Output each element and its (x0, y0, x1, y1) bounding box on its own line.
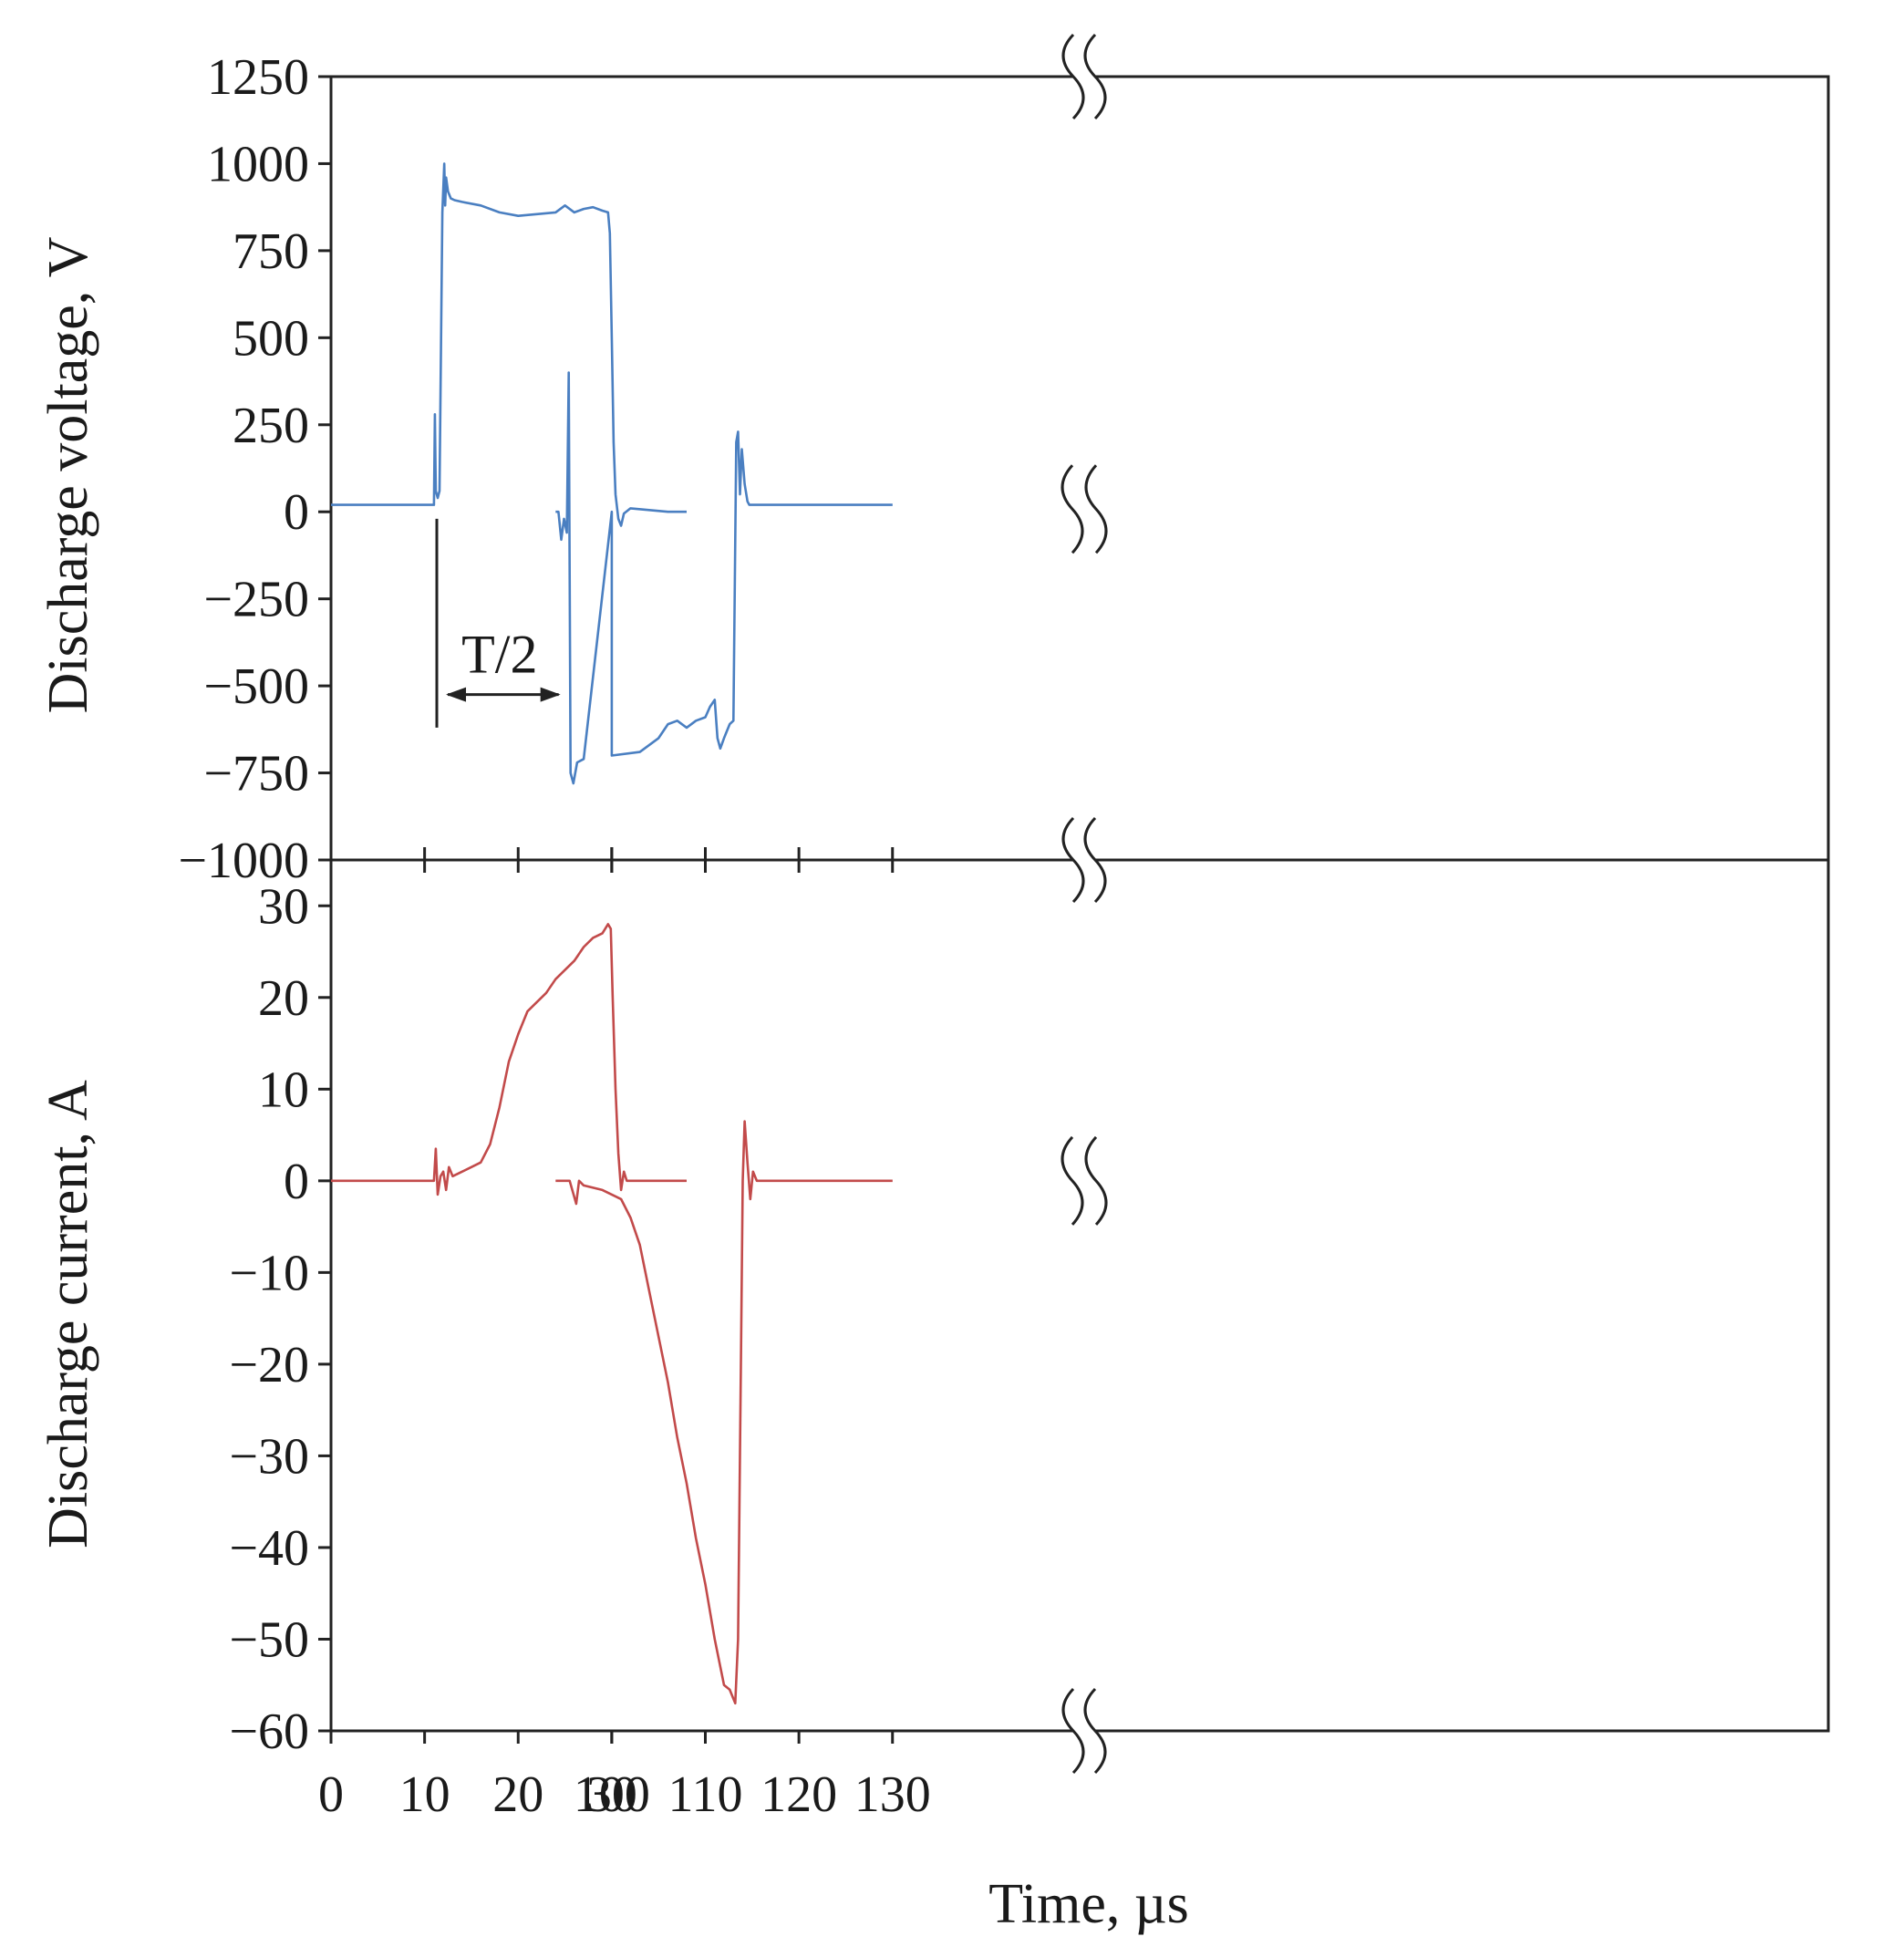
frame-break-icon (1061, 1687, 1107, 1775)
voltage-y-tick-label: 750 (233, 223, 309, 280)
voltage-frame (329, 75, 1830, 862)
voltage-series-right (555, 371, 893, 785)
current-series-right (555, 1120, 893, 1705)
x-tick-label: 100 (574, 1766, 650, 1823)
voltage-y-tick-label: −1000 (178, 833, 309, 889)
x-tick-label: 120 (761, 1766, 837, 1823)
t-half-label: T/2 (461, 625, 537, 685)
current-y-tick-label: 20 (258, 970, 309, 1027)
x-tick-label: 0 (318, 1766, 344, 1823)
t-half-annotation: T/2 (435, 518, 561, 728)
current-series-left (331, 923, 687, 1196)
voltage-series-left (331, 162, 687, 527)
current-y-tick-label: −50 (229, 1611, 309, 1668)
axis-break-marks (1061, 33, 1107, 1775)
current-y-tick-label: −10 (229, 1245, 309, 1301)
voltage-trace-break-icon (1061, 464, 1108, 554)
x-tick-label: 110 (668, 1766, 743, 1823)
voltage-y-tick-label: 1000 (207, 136, 309, 192)
frame-break-icon (1061, 816, 1107, 904)
voltage-axis-title: Discharge voltage, V (37, 236, 99, 713)
current-axis-title: Discharge current, A (37, 1080, 99, 1548)
frame-break-icon (1061, 33, 1107, 120)
x-tick-label: 30 (586, 1766, 637, 1823)
current-frame (329, 858, 1830, 1733)
current-y-tick-label: 30 (258, 878, 309, 935)
voltage-y-tick-label: 1250 (207, 49, 309, 106)
current-y-tick-label: −40 (229, 1520, 309, 1577)
current-trace-break-icon (1061, 1135, 1108, 1226)
current-y-tick-label: −60 (229, 1704, 309, 1760)
voltage-y-tick-label: −750 (203, 746, 309, 803)
current-panel: 30 20 10 0 −10 −20 −30 −40 −50 −60 (229, 858, 1830, 1760)
voltage-y-tick-label: 0 (284, 484, 309, 541)
arrowhead-right-icon (540, 687, 561, 702)
current-y-tick-label: 10 (258, 1062, 309, 1118)
x-tick-label: 130 (854, 1766, 931, 1823)
x-tick-label: 10 (399, 1766, 450, 1823)
arrowhead-left-icon (446, 687, 467, 702)
current-y-tick-label: −30 (229, 1428, 309, 1485)
voltage-y-tick-label: 500 (233, 310, 309, 367)
voltage-y-tick-label: −500 (203, 658, 309, 715)
current-y-tick-label: −20 (229, 1337, 309, 1393)
current-y-tick-label: 0 (284, 1154, 309, 1210)
x-axis-title: Time, µs (988, 1873, 1189, 1935)
voltage-y-tick-label: −250 (203, 572, 309, 628)
x-tick-label: 20 (492, 1766, 543, 1823)
voltage-panel: 1250 1000 750 500 250 0 −250 −500 −750 −1000 (178, 49, 1830, 889)
voltage-y-tick-label: 250 (233, 398, 309, 454)
